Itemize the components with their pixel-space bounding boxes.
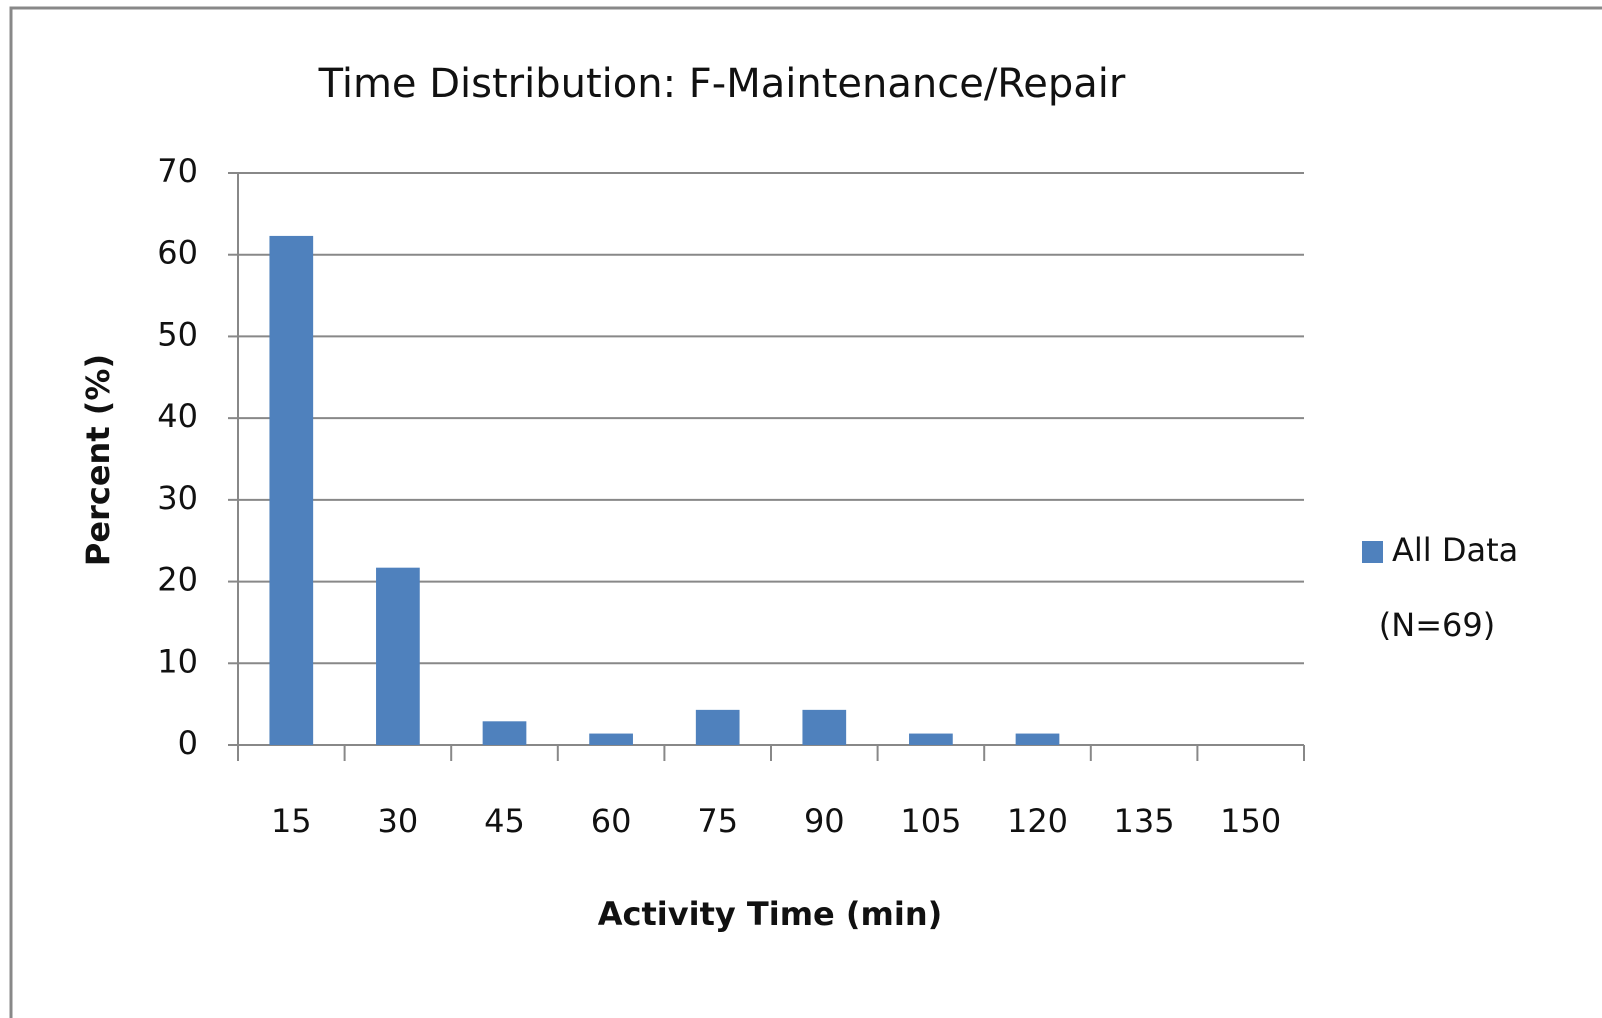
bar: [269, 235, 314, 746]
x-tick-label: 135: [1114, 802, 1175, 840]
bar: [695, 709, 740, 745]
bar: [482, 721, 527, 745]
x-tick-label: 45: [484, 802, 525, 840]
x-tick-label: 30: [378, 802, 419, 840]
bar: [909, 733, 953, 745]
y-tick-label: 40: [157, 397, 198, 435]
bar: [589, 733, 633, 745]
y-tick-label: 60: [157, 234, 198, 272]
chart-title: Time Distribution: F-Maintenance/Repair: [318, 61, 1126, 107]
bar: [1015, 733, 1060, 745]
y-tick-label: 20: [157, 561, 198, 599]
y-tick-label: 50: [157, 315, 198, 353]
y-tick-label: 10: [157, 642, 198, 680]
legend-swatch: [1362, 541, 1383, 563]
x-axis-label: Activity Time (min): [598, 895, 942, 933]
bar: [376, 567, 420, 745]
bar: [802, 709, 847, 745]
x-tick-label: 150: [1220, 802, 1281, 840]
chart-border: [9, 6, 1602, 1018]
y-tick-label: 0: [178, 724, 198, 762]
x-tick-label: 60: [591, 802, 632, 840]
legend-note: (N=69): [1379, 606, 1495, 644]
y-tick-label: 30: [157, 479, 198, 517]
y-tick-label: 70: [157, 152, 198, 190]
y-axis-label: Percent (%): [79, 354, 117, 566]
x-tick-label: 90: [804, 802, 845, 840]
x-tick-label: 75: [697, 802, 738, 840]
legend-label: All Data: [1392, 531, 1518, 569]
x-tick-label: 105: [900, 802, 961, 840]
x-tick-label: 15: [271, 802, 312, 840]
x-tick-label: 120: [1007, 802, 1068, 840]
